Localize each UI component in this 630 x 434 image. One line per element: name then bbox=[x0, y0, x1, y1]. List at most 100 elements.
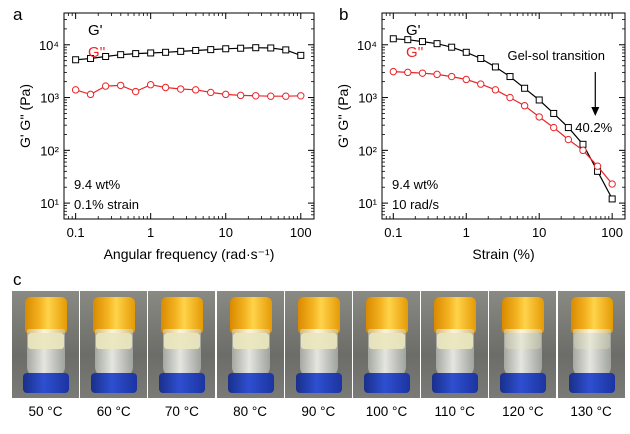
transition-arrow-head bbox=[591, 107, 600, 116]
y-tick-label: 10² bbox=[40, 143, 59, 158]
data-point-square bbox=[564, 124, 572, 132]
vial-cap bbox=[25, 297, 67, 333]
vial-cap bbox=[502, 297, 545, 333]
vial-cap bbox=[93, 297, 136, 333]
data-point-circle bbox=[418, 69, 427, 77]
data-point-square bbox=[462, 48, 470, 56]
data-point-square bbox=[448, 43, 456, 51]
data-point-square bbox=[535, 96, 543, 104]
vial-gel bbox=[232, 333, 269, 349]
x-axis-label: Angular frequency (rad·s⁻¹) bbox=[104, 246, 275, 262]
vial-photo bbox=[557, 291, 625, 398]
vial-gel bbox=[437, 333, 474, 349]
vial-photo bbox=[12, 291, 79, 398]
legend-label: G'' bbox=[406, 44, 424, 61]
data-point-square bbox=[579, 140, 587, 148]
y-tick-label: 10¹ bbox=[358, 196, 377, 211]
data-point-circle bbox=[116, 81, 125, 90]
vial-blue-cap bbox=[91, 373, 138, 393]
data-point-square bbox=[102, 52, 110, 60]
data-point-square bbox=[147, 49, 155, 57]
data-point-square bbox=[207, 46, 215, 54]
annotation: 9.4 wt% bbox=[392, 177, 439, 192]
data-point-circle bbox=[86, 90, 95, 99]
vial-gel bbox=[164, 333, 201, 349]
vial-photo bbox=[216, 291, 284, 398]
data-point-square bbox=[418, 38, 426, 46]
data-point-circle bbox=[477, 80, 485, 88]
vial-photo bbox=[148, 291, 216, 398]
vial-blue-cap bbox=[23, 373, 69, 393]
data-point-square bbox=[433, 40, 441, 48]
vial-cap bbox=[161, 297, 204, 333]
vial-tube bbox=[504, 329, 543, 377]
x-tick-label: 0.1 bbox=[67, 225, 85, 240]
data-point-circle bbox=[267, 92, 275, 100]
annotation: 9.4 wt% bbox=[74, 177, 121, 192]
temperature-label: 130 °C bbox=[570, 404, 612, 419]
charts-figure: 0.1 1 10 100 10¹ 10² 10³ 10⁴ Angular frequency (… bbox=[17, 12, 626, 262]
x-tick-label: 10 bbox=[218, 225, 232, 240]
data-point-circle bbox=[520, 102, 529, 110]
data-point-square bbox=[162, 48, 170, 56]
data-point-circle bbox=[161, 83, 170, 92]
series-line bbox=[75, 47, 302, 61]
vial-blue-cap bbox=[227, 373, 274, 393]
vial-gel bbox=[96, 333, 133, 349]
x-tick-label: 0.1 bbox=[384, 225, 402, 240]
y-axis-label: G' G'' (Pa) bbox=[335, 84, 351, 148]
crossover-label: 40.2% bbox=[575, 120, 612, 135]
panel-label-a: a bbox=[13, 5, 23, 24]
data-point-circle bbox=[207, 88, 215, 97]
legend-label: G' bbox=[88, 22, 103, 39]
data-point-circle bbox=[404, 68, 412, 77]
vial-photo bbox=[80, 291, 148, 398]
data-point-square bbox=[177, 47, 185, 55]
data-point-square bbox=[132, 50, 140, 58]
series-line bbox=[75, 84, 301, 97]
y-tick-label: 10¹ bbox=[40, 196, 59, 211]
x-tick-label: 10 bbox=[532, 225, 546, 240]
x-axis-label: Strain (%) bbox=[472, 246, 534, 262]
vial-gel bbox=[573, 333, 610, 349]
data-point-square bbox=[477, 54, 485, 62]
panel-label-b: b bbox=[339, 5, 349, 24]
temperature-label: 50 °C bbox=[28, 404, 63, 419]
temperature-label: 90 °C bbox=[301, 404, 336, 419]
plot-frame bbox=[381, 12, 626, 220]
vial-blue-cap bbox=[432, 373, 479, 393]
data-point-circle bbox=[491, 86, 500, 94]
plot-frame bbox=[63, 12, 315, 220]
y-tick-label: 10² bbox=[358, 143, 377, 158]
data-point-circle bbox=[506, 93, 514, 102]
data-point-square bbox=[72, 56, 80, 64]
vial-cap bbox=[570, 297, 613, 333]
data-point-square bbox=[404, 36, 412, 44]
data-point-circle bbox=[192, 86, 200, 94]
vial-blue-cap bbox=[364, 373, 410, 393]
data-point-square bbox=[550, 109, 558, 117]
data-point-square bbox=[87, 54, 95, 62]
y-tick-label: 10⁴ bbox=[39, 38, 59, 53]
data-point-circle bbox=[222, 90, 230, 99]
series-line bbox=[393, 38, 613, 200]
x-tick-label: 1 bbox=[147, 225, 154, 240]
data-point-circle bbox=[252, 92, 260, 100]
data-point-circle bbox=[579, 146, 587, 155]
data-point-square bbox=[297, 51, 305, 59]
data-point-circle bbox=[433, 70, 441, 79]
data-point-circle bbox=[535, 113, 543, 121]
vial-cap bbox=[434, 297, 477, 333]
legend-label: G'' bbox=[88, 44, 106, 61]
temperature-label: 80 °C bbox=[233, 404, 268, 419]
y-axis-label: G' G'' (Pa) bbox=[17, 84, 33, 148]
data-point-circle bbox=[447, 72, 456, 81]
data-point-square bbox=[117, 51, 125, 59]
data-point-circle bbox=[608, 180, 616, 188]
temperature-label: 70 °C bbox=[164, 404, 199, 419]
x-tick-label: 100 bbox=[290, 225, 312, 240]
data-point-square bbox=[192, 46, 200, 54]
vial-gel bbox=[28, 333, 64, 349]
temperature-label: 60 °C bbox=[96, 404, 131, 419]
gel-sol-transition-label: Gel-sol transition bbox=[507, 48, 605, 63]
